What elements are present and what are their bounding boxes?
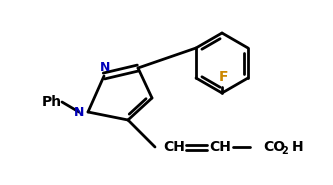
Text: 2: 2: [282, 146, 288, 156]
Text: N: N: [74, 105, 84, 119]
Text: N: N: [100, 60, 110, 73]
Text: H: H: [292, 140, 304, 154]
Text: CO: CO: [263, 140, 285, 154]
Text: CH: CH: [209, 140, 231, 154]
Text: Ph: Ph: [42, 95, 62, 109]
Text: CH: CH: [163, 140, 185, 154]
Text: F: F: [219, 70, 229, 84]
